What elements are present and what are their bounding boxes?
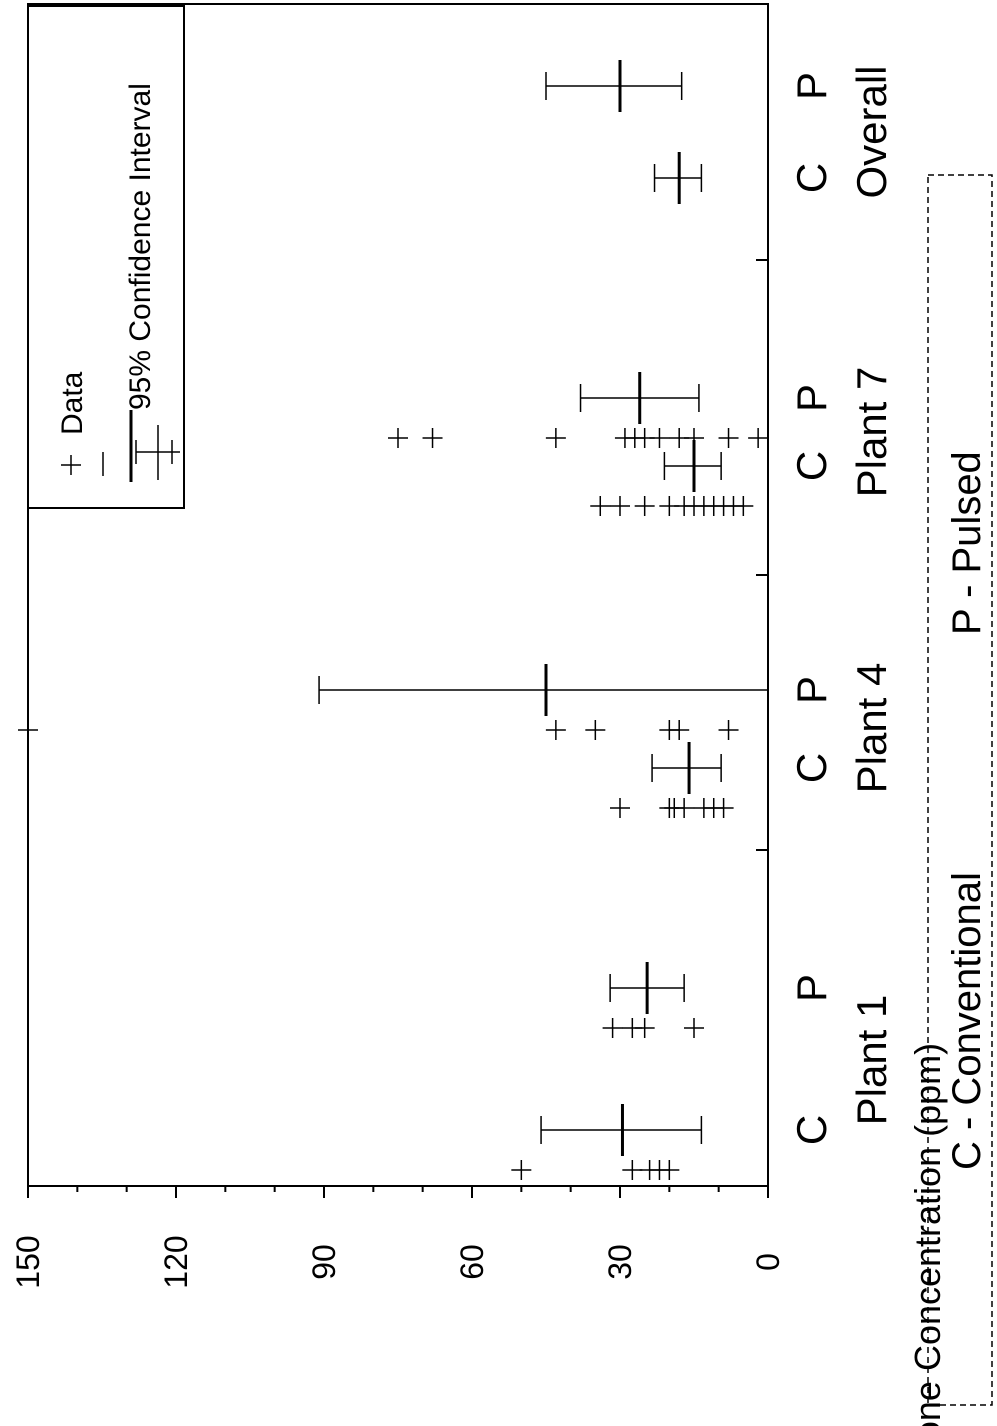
category-label: C bbox=[788, 163, 835, 193]
data-point bbox=[669, 720, 690, 740]
data-point bbox=[634, 1018, 655, 1038]
y-tick-label: 0 bbox=[750, 1253, 786, 1271]
data-point bbox=[422, 428, 443, 448]
group-label: Plant 7 bbox=[848, 367, 895, 498]
category-labels: C P C P C P C P bbox=[788, 72, 835, 1145]
confidence-interval bbox=[545, 60, 683, 112]
data-point bbox=[674, 798, 695, 818]
data-point bbox=[610, 496, 630, 516]
plot-border bbox=[27, 3, 769, 1187]
legend-label-interval: 95% Confidence Interval bbox=[124, 83, 157, 410]
data-point bbox=[684, 1018, 704, 1038]
confidence-interval bbox=[540, 1104, 703, 1156]
group-labels: Plant 1 Plant 4 Plant 7 Overall bbox=[848, 65, 895, 1125]
confidence-interval bbox=[653, 152, 703, 204]
y-tick-label: 90 bbox=[306, 1244, 342, 1280]
data-points bbox=[18, 428, 769, 1180]
legend-interval-icon bbox=[102, 410, 180, 482]
y-tick-labels: 0 30 60 90 120 150 bbox=[10, 1235, 786, 1288]
legend: Data 95% Confidence Interval bbox=[27, 5, 185, 509]
note-pulsed: P - Pulsed bbox=[945, 451, 989, 635]
data-point bbox=[649, 428, 670, 448]
category-label: C bbox=[788, 1115, 835, 1145]
category-label: C bbox=[788, 753, 835, 783]
data-point bbox=[622, 1160, 643, 1180]
data-point bbox=[511, 1160, 532, 1180]
confidence-interval bbox=[609, 962, 685, 1014]
confidence-interval bbox=[318, 664, 769, 716]
category-label: C bbox=[788, 451, 835, 481]
confidence-interval bbox=[579, 372, 700, 424]
note-conventional: C - Conventional bbox=[945, 872, 989, 1170]
category-label: P bbox=[788, 72, 835, 100]
data-point bbox=[545, 720, 566, 740]
tick-layer bbox=[27, 259, 769, 1198]
data-point bbox=[545, 428, 566, 448]
legend-data-marker-icon bbox=[61, 455, 81, 475]
notes-box: C - Conventional P - Pulsed bbox=[927, 174, 993, 1406]
confidence-interval bbox=[651, 742, 722, 794]
data-point bbox=[748, 428, 769, 448]
data-point bbox=[634, 496, 655, 516]
data-point bbox=[713, 798, 734, 818]
data-point bbox=[610, 798, 630, 818]
group-label: Plant 1 bbox=[848, 995, 895, 1126]
legend-label-data: Data bbox=[56, 371, 89, 435]
notes-border bbox=[927, 174, 993, 1406]
data-point bbox=[718, 428, 739, 448]
data-point bbox=[718, 720, 739, 740]
category-label: P bbox=[788, 384, 835, 412]
data-point bbox=[659, 1160, 680, 1180]
data-point bbox=[602, 1018, 623, 1038]
data-point bbox=[388, 428, 408, 448]
y-tick-label: 120 bbox=[158, 1235, 194, 1288]
data-point bbox=[733, 496, 754, 516]
category-label: P bbox=[788, 676, 835, 704]
data-point bbox=[585, 720, 606, 740]
data-point bbox=[590, 496, 611, 516]
group-label: Plant 4 bbox=[848, 663, 895, 794]
y-tick-label: 30 bbox=[602, 1244, 638, 1280]
confidence-intervals bbox=[318, 60, 769, 1156]
plot-frame bbox=[27, 3, 769, 1187]
category-label: P bbox=[788, 974, 835, 1002]
confidence-interval bbox=[663, 440, 722, 492]
data-point bbox=[684, 428, 704, 448]
data-point bbox=[18, 720, 38, 740]
legend-box bbox=[27, 5, 185, 509]
y-tick-label: 60 bbox=[454, 1244, 490, 1280]
y-tick-label: 150 bbox=[10, 1235, 46, 1288]
group-label: Overall bbox=[848, 65, 895, 198]
